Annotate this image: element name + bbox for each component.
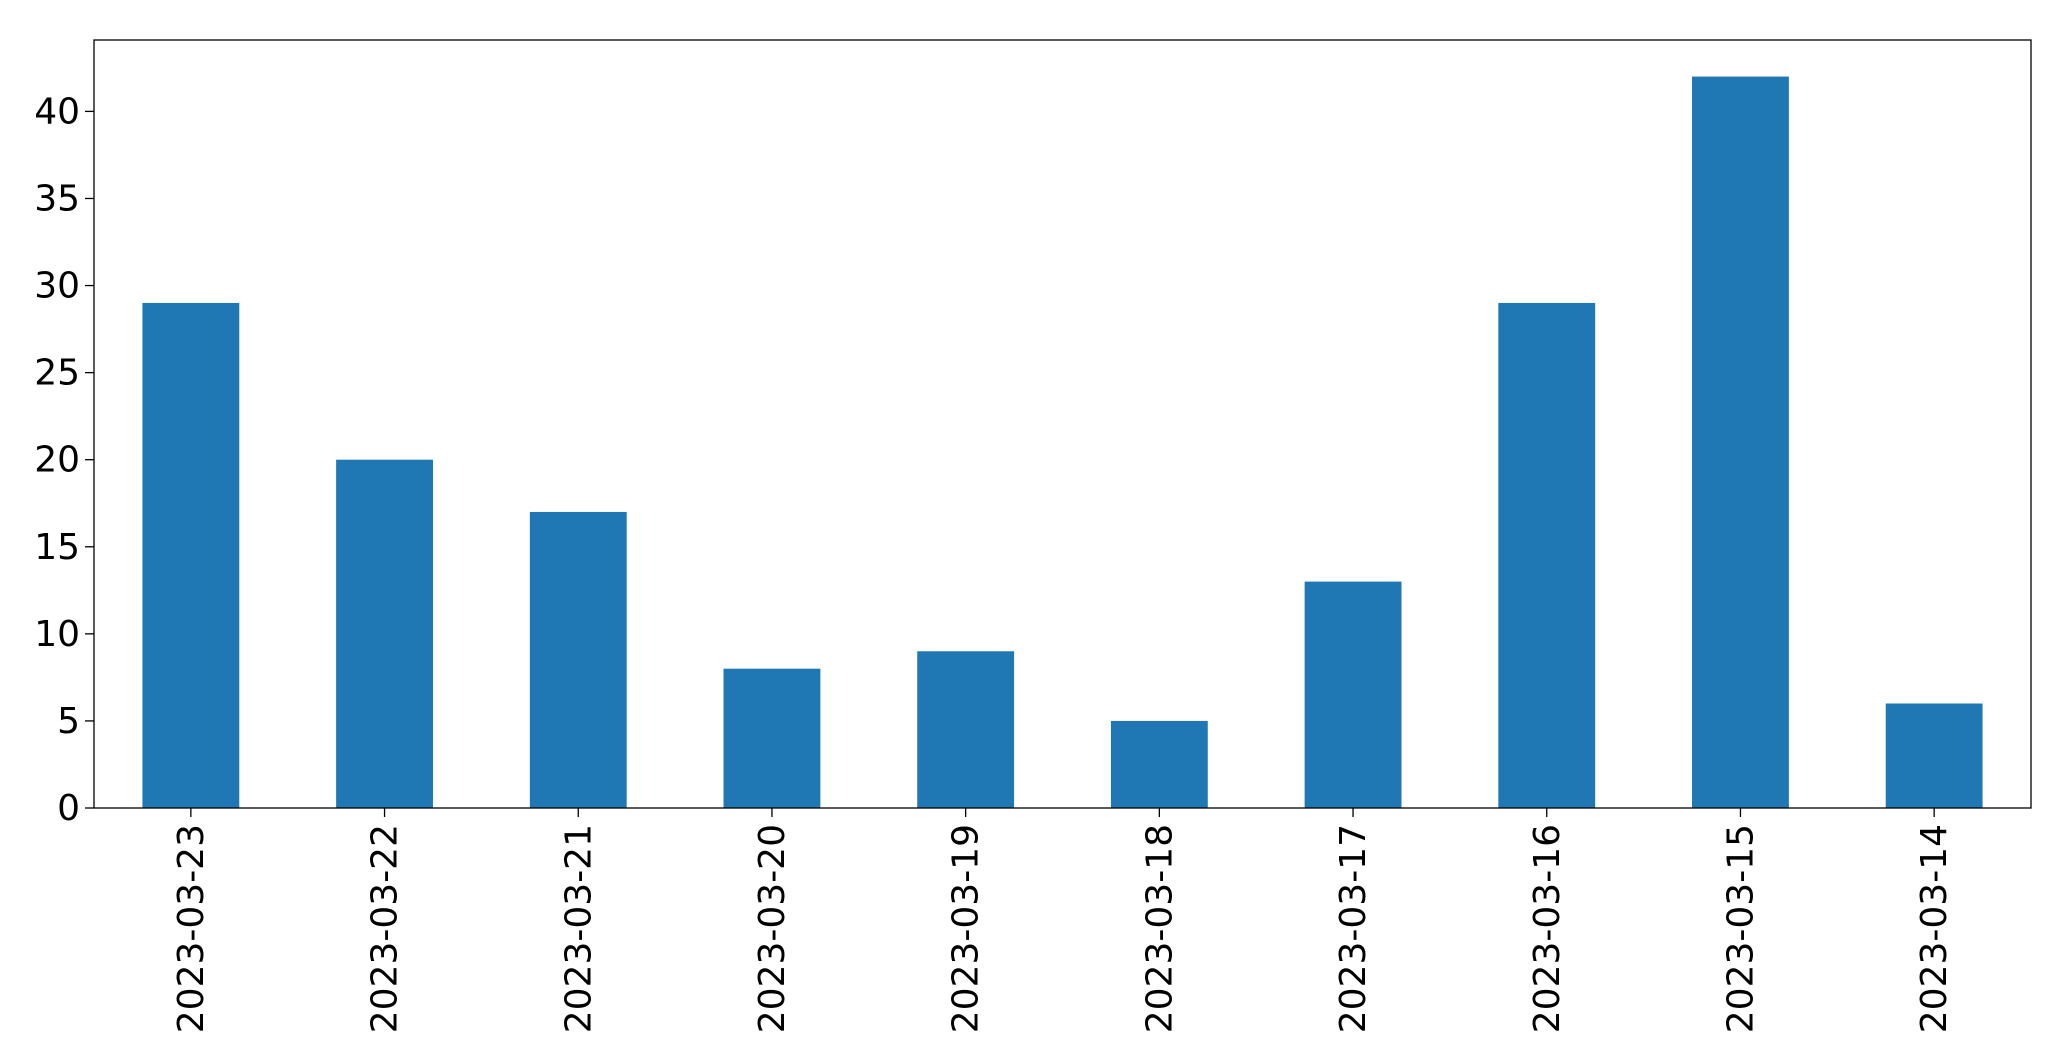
bar: [917, 651, 1015, 808]
bar: [529, 511, 627, 808]
y-tick-label: 15: [34, 527, 80, 568]
x-tick-label: 2023-03-15: [1720, 824, 1761, 1033]
x-tick-label: 2023-03-18: [1139, 824, 1180, 1033]
bar: [336, 459, 433, 808]
y-tick-label: 0: [57, 788, 80, 829]
bar: [142, 302, 240, 808]
bar: [1110, 720, 1208, 808]
y-tick-label: 30: [34, 266, 80, 307]
x-tick-label: 2023-03-17: [1333, 824, 1374, 1033]
y-tick-label: 20: [34, 440, 80, 481]
bar: [723, 668, 821, 808]
bar: [1692, 76, 1789, 809]
bar: [1498, 302, 1596, 808]
x-tick-label: 2023-03-16: [1527, 824, 1568, 1033]
x-tick-label: 2023-03-20: [752, 824, 793, 1033]
y-tick-label: 10: [34, 614, 80, 655]
bar: [1304, 581, 1402, 808]
y-tick-label: 35: [34, 178, 80, 219]
x-tick-label: 2023-03-22: [365, 824, 406, 1033]
y-tick-label: 5: [57, 701, 80, 742]
x-tick-label: 2023-03-21: [558, 824, 599, 1033]
x-tick-label: 2023-03-23: [171, 824, 212, 1033]
bar: [1885, 703, 1983, 808]
y-tick-label: 40: [34, 91, 80, 132]
x-tick-label: 2023-03-19: [946, 824, 987, 1033]
x-tick-label: 2023-03-14: [1914, 824, 1955, 1033]
y-tick-label: 25: [34, 353, 80, 394]
plot-frame: [93, 39, 2032, 809]
